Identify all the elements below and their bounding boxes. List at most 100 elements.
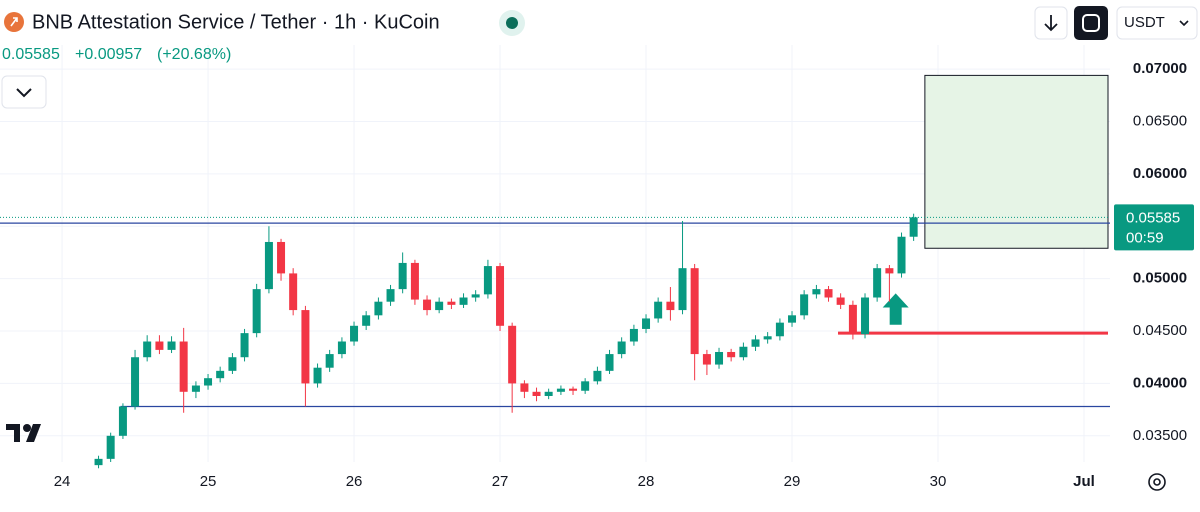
y-tick-label: 0.05000 <box>1133 270 1187 287</box>
candle-body <box>593 370 602 382</box>
candle-body <box>94 458 103 466</box>
candle-body <box>191 385 200 392</box>
currency-button[interactable] <box>1116 6 1198 40</box>
candle-body <box>617 341 626 355</box>
candle-body <box>605 354 614 371</box>
candle-body <box>398 262 407 290</box>
candles <box>94 213 918 469</box>
x-tick-label: 26 <box>346 473 363 490</box>
candle-body <box>337 341 346 355</box>
collapse-button[interactable] <box>1 75 47 109</box>
settings-button[interactable] <box>1148 473 1166 491</box>
candle-body <box>155 341 164 350</box>
y-tick-label: 0.04000 <box>1133 374 1187 391</box>
logo-part <box>23 424 31 432</box>
candle-body <box>179 341 188 392</box>
x-tick-label: 29 <box>784 473 801 490</box>
y-tick-label: 0.04500 <box>1133 322 1187 339</box>
logo-part <box>6 424 20 442</box>
candle-body <box>556 388 565 392</box>
candle-body <box>471 294 480 298</box>
x-tick-label: 28 <box>638 473 655 490</box>
candle-body <box>252 289 261 334</box>
y-tick-label: 0.06500 <box>1133 112 1187 129</box>
drawings <box>0 74 1110 408</box>
candle-body <box>654 301 663 319</box>
candle-body <box>216 370 225 379</box>
candle-body <box>569 388 578 391</box>
candle-body <box>483 266 492 295</box>
candle-body <box>885 268 894 274</box>
x-tick-label: 24 <box>54 473 71 490</box>
currency-chevron <box>1179 20 1189 27</box>
candle-body <box>313 367 322 384</box>
candle-body <box>131 357 140 407</box>
candle-body <box>642 318 651 329</box>
candle-body <box>715 351 724 365</box>
settings-icon <box>1153 478 1161 486</box>
candle-body <box>739 346 748 358</box>
candle-body <box>459 297 468 305</box>
candle-body <box>873 268 882 298</box>
candle-body <box>447 301 456 305</box>
candle-body <box>909 217 918 237</box>
target-zone <box>924 74 1109 249</box>
candle-body <box>228 357 237 371</box>
price-tag: 0.05585 00:59 <box>1114 204 1194 251</box>
candle-body <box>678 268 687 311</box>
candle-body <box>751 339 760 347</box>
candle-body <box>629 328 638 342</box>
candle-body <box>350 325 359 342</box>
chart-title: BNB Attestation Service / Tether · 1h · … <box>32 11 440 33</box>
signal-arrow <box>882 293 909 325</box>
candle-body <box>581 381 590 391</box>
candle-body <box>301 310 310 384</box>
x-tick-label: 30 <box>930 473 947 490</box>
candle-body <box>532 391 541 396</box>
candle-body <box>423 299 432 311</box>
candle-body <box>106 435 115 459</box>
candle-body <box>763 336 772 340</box>
candle-body <box>824 289 833 298</box>
x-tick-label: 27 <box>492 473 509 490</box>
candle-body <box>848 304 857 335</box>
candle-body <box>289 273 298 311</box>
candle-body <box>325 354 334 368</box>
candle-body <box>861 297 870 335</box>
candle-body <box>374 301 383 316</box>
price-change-pct: (+20.68%) <box>157 46 231 63</box>
candle-body <box>520 383 529 392</box>
collapse-chevron <box>16 88 32 98</box>
candle-body <box>702 354 711 365</box>
candle-body <box>666 301 675 311</box>
fullscreen-button[interactable] <box>1074 6 1108 40</box>
y-tick-label: 0.07000 <box>1133 60 1187 77</box>
x-tick-label: Jul <box>1073 473 1095 490</box>
candle-body <box>410 262 419 300</box>
logo-part <box>26 424 41 442</box>
candle-body <box>435 301 444 311</box>
candle-body <box>167 341 176 350</box>
candle-body <box>496 266 505 326</box>
candle-body <box>143 341 152 358</box>
status-dot <box>506 17 518 29</box>
candle-body <box>775 322 784 337</box>
candle-body <box>240 333 249 358</box>
candle-body <box>727 351 736 358</box>
candle-body <box>544 391 553 396</box>
candle-body <box>836 297 845 305</box>
grid <box>0 45 1110 462</box>
download-icon <box>1044 15 1058 32</box>
x-tick-label: 25 <box>200 473 217 490</box>
price-tag-countdown: 00:59 <box>1126 229 1164 246</box>
price-tag-box <box>1114 204 1194 251</box>
candle-body <box>277 241 286 274</box>
y-tick-label: 0.03500 <box>1133 427 1187 444</box>
candle-body <box>800 294 809 316</box>
candle-body <box>508 325 517 384</box>
candle-body <box>812 289 821 295</box>
last-price: 0.05585 <box>2 46 60 63</box>
coin-icon-glyph <box>10 17 18 27</box>
candle-body <box>118 406 127 436</box>
